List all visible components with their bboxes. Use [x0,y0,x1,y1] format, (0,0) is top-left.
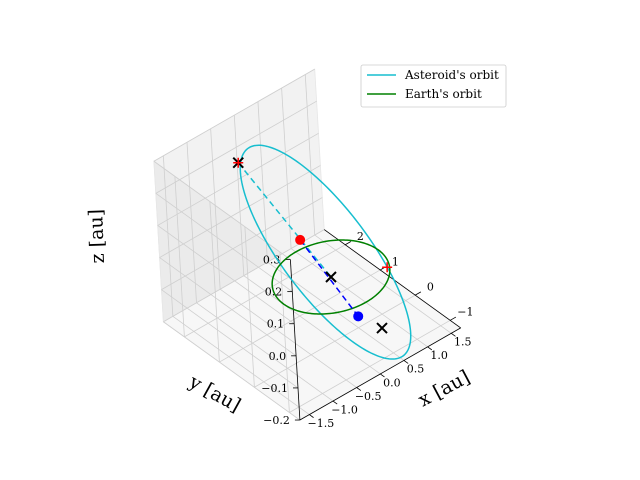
y-axis-label: y [au] [185,370,245,416]
grid-line-y-floor [254,294,416,388]
grid-line-x-floor [243,275,381,375]
legend: Asteroid's orbit Earth's orbit [360,64,507,108]
z-tick-label: 0.0 [269,350,287,363]
x-tick [380,373,385,378]
grid-line-z-back [157,132,319,226]
x-tick [403,360,409,364]
grid-line-z-left [163,321,301,421]
grid-line-y-left [244,226,255,388]
grid-line-y-left [174,176,185,337]
grid-line-y-floor [184,244,346,338]
dot-marker-6 [353,311,364,322]
grid-line-z-left [159,257,297,357]
asteroid-orbit-line [239,144,412,360]
z-tick-label: −0.2 [263,414,290,427]
y-tick-label: 1 [392,255,399,268]
x-tick-label: 1.0 [430,349,448,362]
legend-label-asteroid: Asteroid's orbit [404,68,499,82]
data-series [237,144,412,360]
dashed-segment-2 [299,239,359,317]
dot-marker-5 [295,234,306,245]
grid-line-z-back [153,68,315,162]
grid-line-x-back [257,101,268,263]
grid-line-z-back [163,229,325,323]
z-tick-label: 0.1 [267,318,285,331]
z-axis-label: z [au] [85,209,109,264]
x-tick-label: −0.5 [355,390,382,403]
grid-line-y-left [279,251,290,413]
grid-line-z-left [157,225,295,325]
x-tick-label: −1.5 [308,417,335,430]
y-tick [450,316,457,321]
x-tick [356,387,362,391]
grid-line-z-left [161,289,299,389]
grid-line-x-back [304,74,316,236]
z-tick-label: −0.1 [261,382,288,395]
grid-line-z-left [155,193,293,292]
grid-line-x-floor [172,316,310,415]
grid-line-x-floor [314,234,452,334]
grid-line-x-back [233,115,245,276]
x-tick [427,346,433,351]
data-markers [232,156,393,334]
grid-line-y-left [209,201,220,363]
y-tick-label: 0 [427,280,434,293]
x-tick [309,414,314,418]
grid-line-y-floor [219,269,381,363]
x-tick-label: 1.5 [454,336,472,349]
x-tick [332,400,338,405]
x-tick-label: 0.0 [383,376,401,389]
y-tick [345,241,352,246]
legend-box [360,64,507,108]
y-tick [415,291,422,296]
earth-orbit-line [271,239,391,315]
grid-line-x-back [281,88,292,249]
z-axis-line [289,259,301,421]
grid-line-z-back [155,100,317,194]
x-tick-label: 0.5 [407,363,425,376]
grid-line-x-back [186,142,197,303]
cross-marker-3 [376,322,388,334]
grid-line-x-floor [196,302,334,402]
cross-marker-2 [325,271,337,283]
grid-lines [153,68,452,421]
grid-line-x-back [210,128,221,290]
grid-line-z-back [159,165,321,258]
grid-line-y-floor [289,319,451,413]
dashed-segment-1 [237,162,332,278]
y-tick-label: 2 [357,230,364,243]
y-axis-line [323,229,461,329]
grid-line-x-back [162,155,174,317]
grid-line-z-back [161,197,323,290]
grid-line-x-floor [290,248,428,348]
plus-marker-1 [233,157,244,168]
x-tick [451,332,456,337]
y-tick-label: −1 [457,306,473,319]
plus-marker-4 [382,262,393,273]
x-tick-label: −1.0 [331,403,358,416]
legend-label-earth: Earth's orbit [405,87,482,101]
grid-line-x-floor [219,288,357,388]
